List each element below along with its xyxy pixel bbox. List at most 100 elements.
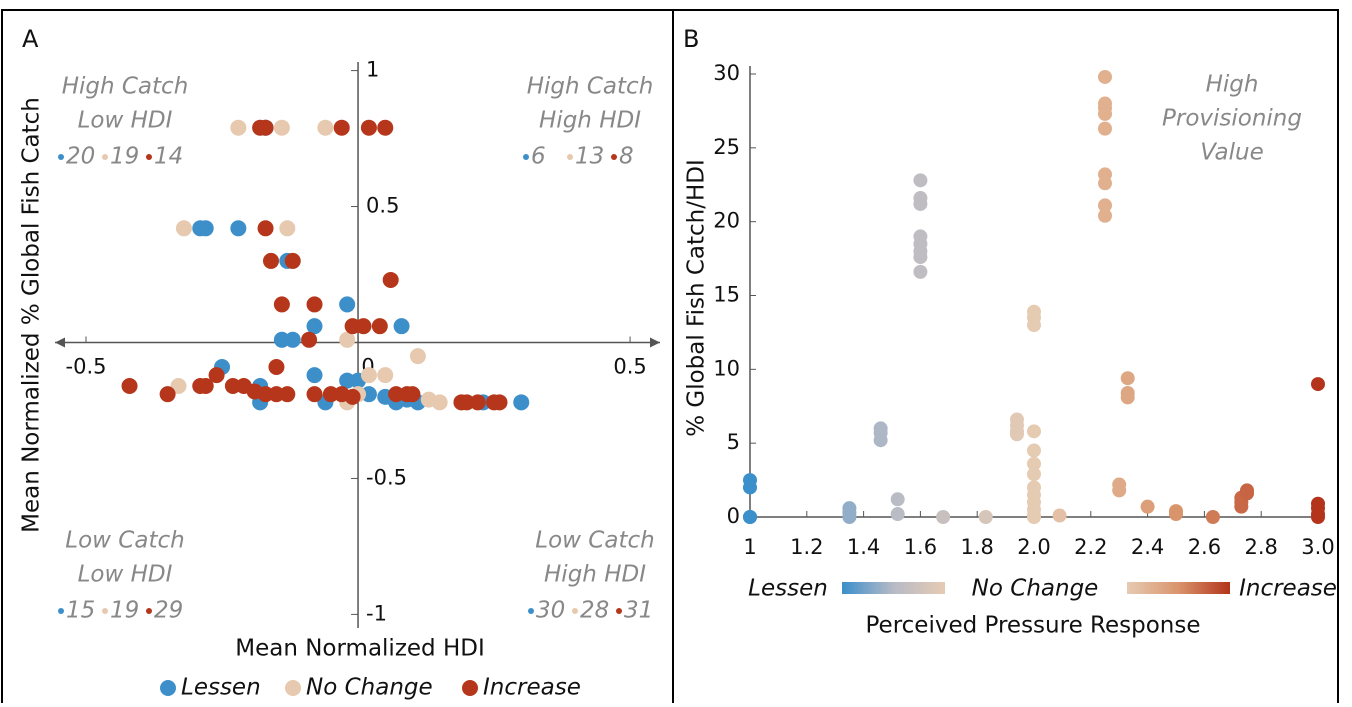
count-dot [102,608,108,614]
data-point [268,358,285,375]
data-point [322,386,339,403]
legend-marker [160,680,176,696]
data-point [936,510,951,524]
x-tick-label: 0.5 [613,355,646,379]
data-point [1311,377,1325,392]
y-tick-label: -1 [366,601,387,625]
data-point [1234,499,1249,514]
data-point [1009,427,1024,442]
y-tick-label: -0.5 [366,465,407,489]
quadrant-count: 15 [66,598,95,624]
quadrant-note: High HDI [539,108,641,134]
annotation: Provisioning [1162,106,1302,132]
y-tick-label: 10 [713,356,740,380]
quadrant-note: Low Catch [535,528,654,554]
data-point [230,119,247,136]
colorbar-label: No Change [972,576,1099,602]
data-point [486,394,503,411]
panel-label: A [22,25,39,53]
count-dot [58,154,64,160]
data-point [208,367,225,384]
quadrant-count: 19 [110,144,139,170]
data-point [1169,507,1183,522]
x-tick-label: 2.4 [1131,535,1164,559]
y-tick-label: 25 [713,135,740,159]
quadrant-count: 14 [154,144,183,170]
data-point [469,394,486,411]
data-point [890,507,905,522]
x-tick-label: 3.0 [1301,535,1334,559]
data-point [1120,371,1135,386]
data-point [306,318,323,335]
data-point [1120,390,1135,405]
quadrant-note: High HDI [544,562,646,588]
data-point [262,252,279,269]
data-point [1098,121,1112,136]
data-point [360,119,377,136]
quadrant-note: Low Catch [65,528,184,554]
quadrant-note: High Catch [527,74,654,100]
data-point [257,220,274,237]
y-tick-label: 0 [727,504,740,528]
data-point [306,367,323,384]
data-point [1112,483,1127,498]
data-point [371,318,388,335]
data-point [1098,69,1112,84]
legend-label: Increase [483,675,581,701]
data-point [197,220,214,237]
x-tick-label: -0.5 [66,355,107,379]
data-point [1098,106,1112,121]
count-dot [102,154,108,160]
data-point [1098,198,1112,213]
data-point [360,367,377,384]
data-point [344,388,361,405]
quadrant-count: 13 [575,144,604,170]
quadrant-count: 30 [536,598,565,624]
data-point [279,220,296,237]
data-point [230,220,247,237]
x-axis-label: Perceived Pressure Response [866,613,1201,639]
y-tick-label: 30 [713,61,740,85]
data-point [284,331,301,348]
data-point [1240,486,1254,501]
quadrant-count: 19 [110,598,139,624]
data-point [273,296,290,313]
x-tick-label: 2.6 [1188,535,1221,559]
y-tick-label: 1 [366,58,379,82]
data-point [873,433,888,448]
data-point [1027,510,1041,524]
data-point [978,510,993,524]
y-tick-label: 20 [713,209,740,233]
annotation: High [1206,72,1259,98]
data-point [273,119,290,136]
count-dot [567,154,573,160]
count-dot [611,154,617,160]
colorbar-label: Increase [1239,576,1337,602]
data-point [339,296,356,313]
data-point [197,378,214,395]
data-point [1098,208,1112,223]
annotation: Value [1200,140,1263,166]
x-tick-label: 1.4 [847,535,880,559]
data-point [175,220,192,237]
data-point [301,331,318,348]
data-point [1140,499,1155,514]
data-point [317,119,334,136]
data-point [1027,467,1041,482]
data-point [377,367,394,384]
legend-label: No Change [306,675,433,701]
data-point [913,196,928,211]
count-dot [616,608,622,614]
data-point [1027,318,1041,333]
data-point [306,296,323,313]
data-point [404,386,421,403]
data-point [743,480,757,495]
data-point [339,331,356,348]
data-point [1205,510,1220,524]
data-point [913,264,928,279]
y-axis-label: Mean Normalized % Global Fish Catch [19,97,45,533]
data-point [842,510,857,524]
quadrant-note: Low HDI [78,108,173,134]
colorbar [842,582,945,594]
